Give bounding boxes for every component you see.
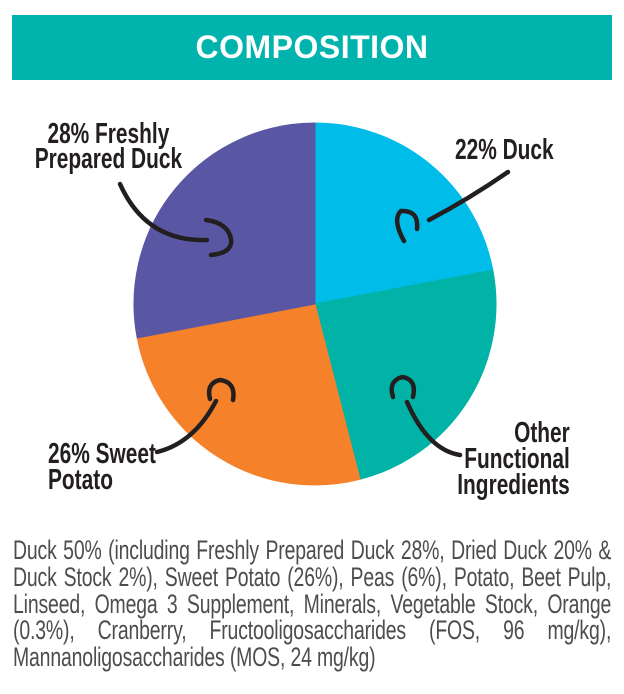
callout-arrow-other-ingredients — [389, 374, 463, 458]
callout-arrows — [117, 169, 511, 458]
page-title: COMPOSITION — [195, 29, 429, 65]
callout-label-duck: 22% Duck — [455, 134, 554, 166]
title-banner: COMPOSITION — [12, 15, 612, 80]
pie-slice-sweet-potato — [136, 303, 361, 486]
callout-label-other-ingredients: Other Functional Ingredients — [457, 417, 570, 501]
pie-slice-other-functional-ingredients — [314, 269, 497, 480]
callout-label-freshly-duck: 28% Freshly Prepared Duck — [34, 118, 183, 175]
callout-arrow-freshly-duck — [117, 181, 234, 258]
callout-arrow-sweet-potato — [154, 377, 236, 455]
callout-label-sweet-potato: 26% Sweet Potato — [48, 438, 156, 496]
pie-slice-duck — [314, 122, 494, 305]
composition-ingredients-text: Duck 50% (including Freshly Prepared Duc… — [13, 535, 612, 673]
callout-arrow-duck — [394, 169, 511, 244]
